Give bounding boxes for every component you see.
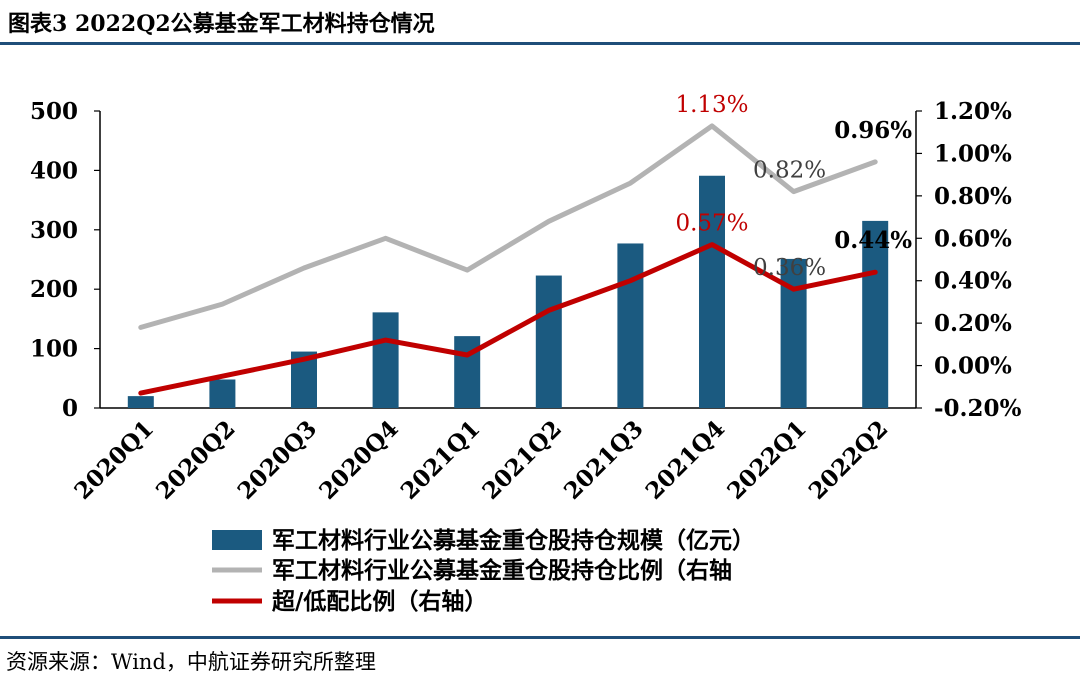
- bars: [127, 175, 889, 408]
- chart: 0 100 200 300 400 500 -0.20% 0.00% 0.20% 0.40% 0.6…: [30, 92, 1022, 615]
- holding-ratio-line: [138, 123, 878, 330]
- footer-divider: [0, 636, 1080, 639]
- left-axis-tick-label: 300: [30, 217, 78, 244]
- legend-bar-swatch: [212, 530, 262, 550]
- x-tick-label: 2020Q2: [151, 415, 241, 505]
- over-under-weight-line: [138, 242, 878, 396]
- bar: [617, 243, 644, 408]
- bar: [209, 379, 236, 408]
- annotations: 1.13% 0.82% 0.96% 0.57%0.36% 0.44%: [675, 92, 912, 281]
- x-tick-labels: 2020Q12020Q22020Q32020Q42021Q12021Q22021…: [69, 415, 893, 505]
- right-axis-tick-label: 0.20%: [934, 310, 1012, 337]
- x-tick-label: 2020Q4: [314, 415, 404, 505]
- right-axis-tick-label: 0.00%: [934, 353, 1012, 380]
- left-axis-tick-label: 0: [62, 395, 78, 422]
- right-axis-tick-label: 1.20%: [934, 98, 1012, 125]
- bar: [454, 336, 481, 408]
- left-axis-tick-label: 400: [30, 157, 78, 184]
- x-tick-label: 2021Q4: [640, 415, 730, 505]
- bar: [780, 258, 807, 408]
- bar: [699, 175, 725, 408]
- bar: [535, 275, 562, 408]
- data-label: 0.82%: [753, 158, 826, 184]
- data-label: 0.44%: [834, 227, 912, 254]
- bar: [372, 312, 399, 408]
- right-axis-tick-label: 0.40%: [934, 268, 1012, 295]
- left-axis-tick-label: 100: [30, 336, 78, 363]
- x-tick-label: 2020Q1: [69, 415, 159, 505]
- legend-gray-line-label: 军工材料行业公募基金重仓股持仓比例（右轴: [272, 557, 732, 584]
- right-axis-tick-label: 0.60%: [934, 225, 1012, 252]
- x-tick-label: 2022Q2: [804, 415, 894, 505]
- left-axis-tick-label: 500: [30, 98, 78, 125]
- x-tick-label: 2021Q2: [477, 415, 567, 505]
- x-tick-label: 2020Q3: [232, 415, 322, 505]
- title-divider: [0, 42, 1080, 45]
- data-label: 0.36%: [753, 255, 826, 281]
- data-label: 1.13%: [675, 92, 748, 118]
- data-label: 0.57%: [675, 211, 748, 237]
- legend-bar-label: 军工材料行业公募基金重仓股持仓规模（亿元）: [272, 527, 755, 554]
- right-axis-tick-label: 0.80%: [934, 183, 1012, 210]
- lines: [138, 123, 878, 396]
- bar: [862, 220, 889, 408]
- legend-red-line-label: 超/低配比例（右轴）: [272, 588, 487, 615]
- bar: [127, 396, 154, 408]
- left-axis-tick-label: 200: [30, 276, 78, 303]
- source-note: 资源来源：Wind，中航证券研究所整理: [6, 650, 376, 674]
- data-label: 0.96%: [834, 117, 912, 144]
- legend: 军工材料行业公募基金重仓股持仓规模（亿元） 军工材料行业公募基金重仓股持仓比例（右…: [212, 527, 755, 615]
- chart-title: 图表3 2022Q2公募基金军工材料持仓情况: [8, 11, 435, 37]
- x-tick-label: 2021Q3: [559, 415, 649, 505]
- right-axis-tick-label: 1.00%: [934, 140, 1012, 167]
- axes: 0 100 200 300 400 500 -0.20% 0.00% 0.20% 0.40% 0.6…: [30, 98, 1022, 422]
- right-axis-tick-label: -0.20%: [934, 395, 1022, 422]
- x-tick-label: 2022Q1: [722, 415, 812, 505]
- x-tick-label: 2021Q1: [396, 415, 486, 505]
